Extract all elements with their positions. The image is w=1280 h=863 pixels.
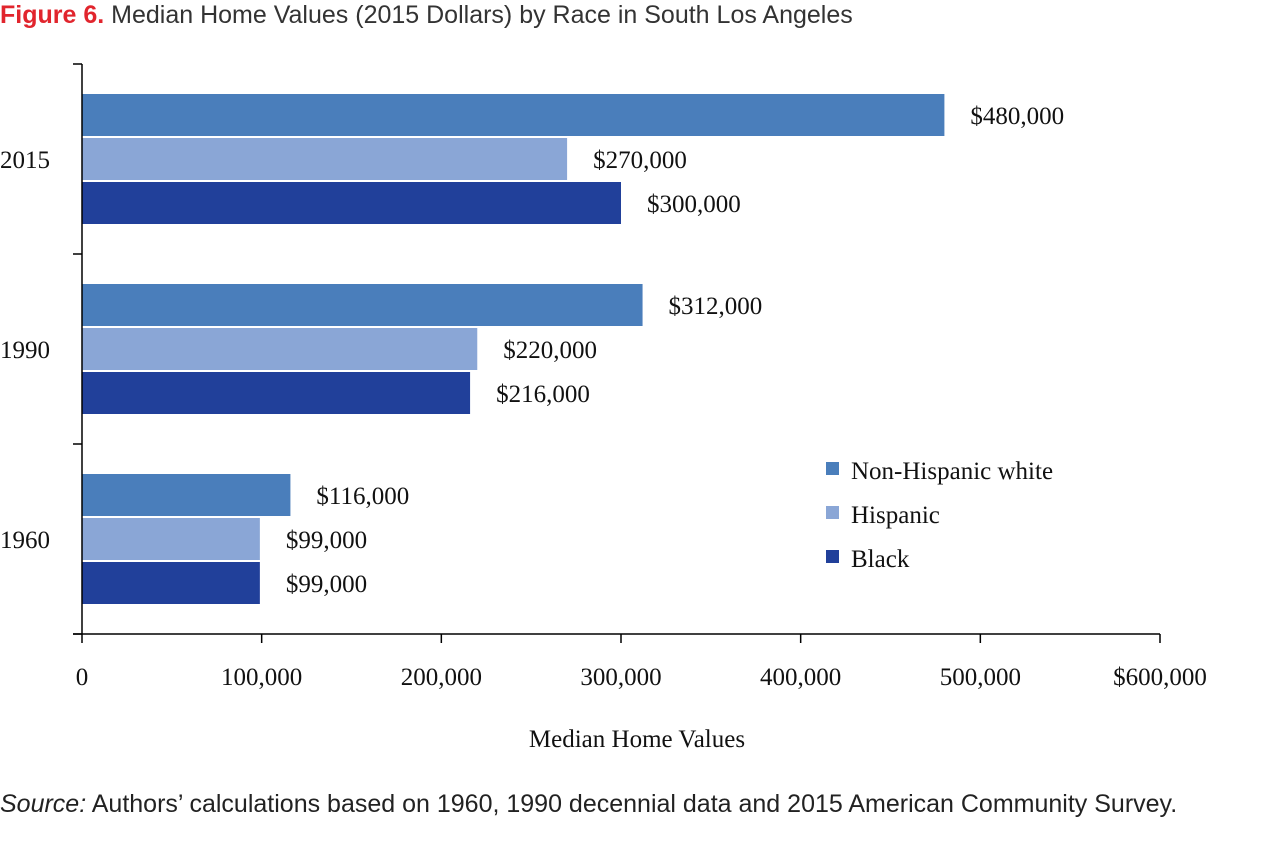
legend-label-0: Non-Hispanic white (851, 458, 1053, 485)
value-label-1960-0: $116,000 (316, 483, 409, 510)
x-tick-label: 300,000 (580, 664, 661, 691)
value-label-1960-1: $99,000 (286, 527, 367, 554)
category-label-2015: 2015 (0, 147, 50, 174)
x-tick-label: 100,000 (221, 664, 302, 691)
bar-1990-2 (82, 372, 471, 414)
x-tick-label: 400,000 (760, 664, 841, 691)
legend-swatch-0 (826, 462, 839, 475)
legend-swatch-2 (826, 550, 839, 563)
source-text: Authors’ calculations based on 1960, 199… (86, 790, 1178, 818)
x-tick-label: 0 (76, 664, 89, 691)
bar-1990-1 (82, 328, 478, 370)
legend-label-2: Black (851, 546, 910, 573)
category-label-1990: 1990 (0, 337, 50, 364)
value-label-2015-0: $480,000 (970, 103, 1064, 130)
value-label-1990-2: $216,000 (496, 381, 590, 408)
x-tick-label: 200,000 (401, 664, 482, 691)
value-label-1990-1: $220,000 (503, 337, 597, 364)
title-text: Median Home Values (2015 Dollars) by Rac… (111, 1, 853, 29)
source-label: Source: (0, 790, 87, 818)
figure-label: Figure 6. (0, 1, 105, 29)
bar-2015-2 (82, 182, 621, 224)
chart-title: Figure 6. Median Home Values (2015 Dolla… (0, 0, 1280, 30)
x-axis-title: Median Home Values (529, 726, 745, 753)
legend-label-1: Hispanic (851, 502, 940, 529)
source-note: Source: Authors’ calculations based on 1… (0, 786, 1280, 822)
bar-2015-1 (82, 138, 568, 180)
bar-chart: $480,000 $270,000 $300,000 2015 $312,000 $220… (0, 63, 1207, 753)
value-label-1990-0: $312,000 (669, 293, 763, 320)
value-label-2015-1: $270,000 (593, 147, 687, 174)
category-label-1960: 1960 (0, 527, 50, 554)
bar-2015-0 (82, 94, 945, 136)
bar-1990-0 (82, 284, 643, 326)
bar-1960-2 (82, 562, 260, 604)
value-label-1960-2: $99,000 (286, 571, 367, 598)
bar-1960-0 (82, 474, 291, 516)
legend-swatch-1 (826, 506, 839, 519)
x-tick-label: 500,000 (940, 664, 1021, 691)
value-label-2015-2: $300,000 (647, 191, 741, 218)
x-tick-label: $600,000 (1113, 664, 1207, 691)
bar-1960-1 (82, 518, 260, 560)
